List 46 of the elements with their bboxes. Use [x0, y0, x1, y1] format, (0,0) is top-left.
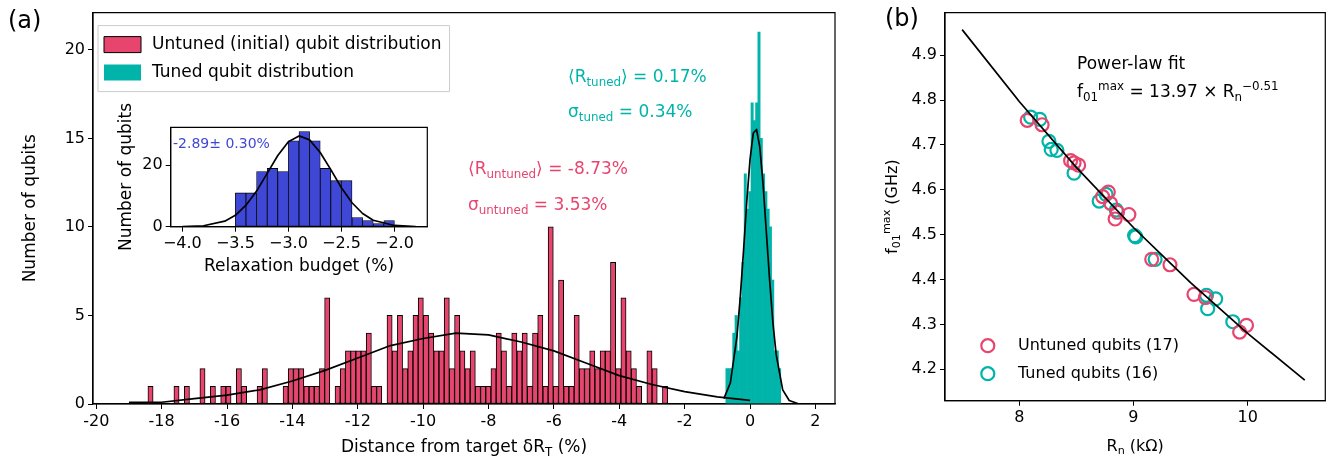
x-tick-label: -12 [344, 410, 371, 430]
y-tick-label: 4.9 [911, 44, 937, 64]
x-tick-label: −3.0 [268, 233, 308, 253]
annotation: Power-law fit [1077, 53, 1186, 74]
x-tick-label: -16 [213, 410, 241, 430]
y-tick-label: 20 [142, 154, 163, 174]
legend-label: Tuned qubits (16) [1017, 362, 1159, 382]
y-tick-label: 4.5 [911, 223, 937, 243]
x-tick-label: 8 [1014, 407, 1025, 427]
y-tick-label: 20 [64, 38, 85, 58]
x-tick-label: −3.5 [215, 233, 255, 253]
x-tick-label: 2 [810, 410, 821, 430]
y-tick-label: 4.2 [911, 358, 937, 378]
x-tick-label: -8 [480, 410, 497, 430]
x-tick-label: -10 [410, 410, 437, 430]
y-tick-label: 10 [64, 216, 85, 236]
x-tick-label: 0 [744, 410, 756, 430]
text: (a) [8, 6, 42, 35]
legend-label: Tuned qubit distribution [151, 61, 355, 82]
x-tick-label: -20 [83, 410, 110, 430]
legend-label: Untuned (initial) qubit distribution [152, 33, 442, 54]
text: (b) [885, 4, 919, 33]
y-tick-label: 4.3 [911, 313, 937, 333]
x-tick-label: -14 [279, 410, 306, 430]
x-tick-label: −2.5 [321, 233, 361, 253]
x-axis-title: Relaxation budget (%) [203, 255, 395, 276]
x-tick-label: -2 [676, 410, 693, 430]
y-tick-label: 15 [64, 127, 85, 147]
x-tick-label: 10 [1237, 407, 1258, 427]
y-tick-label: 4.8 [911, 89, 937, 109]
y-tick-label: 0 [74, 393, 85, 413]
x-tick-label: 9 [1128, 407, 1139, 427]
y-axis-title: f01max (GHz) [879, 159, 904, 254]
x-tick-label: −2.0 [375, 233, 414, 253]
y-tick-label: 4.6 [911, 178, 937, 198]
x-tick-label: -4 [611, 410, 628, 430]
y-axis-title: Number of qubits [19, 134, 40, 283]
y-axis-title: Number of qubits [115, 102, 136, 252]
legend-label: Untuned qubits (17) [1018, 334, 1179, 354]
x-tick-label: −4.0 [162, 233, 202, 253]
x-tick-label: -18 [148, 410, 175, 430]
x-tick-label: -6 [545, 410, 562, 430]
y-tick-label: 4.4 [911, 268, 937, 288]
y-tick-label: 5 [74, 304, 85, 324]
y-tick-label: 4.7 [911, 134, 937, 154]
annotation: -2.89± 0.30% [173, 134, 270, 151]
